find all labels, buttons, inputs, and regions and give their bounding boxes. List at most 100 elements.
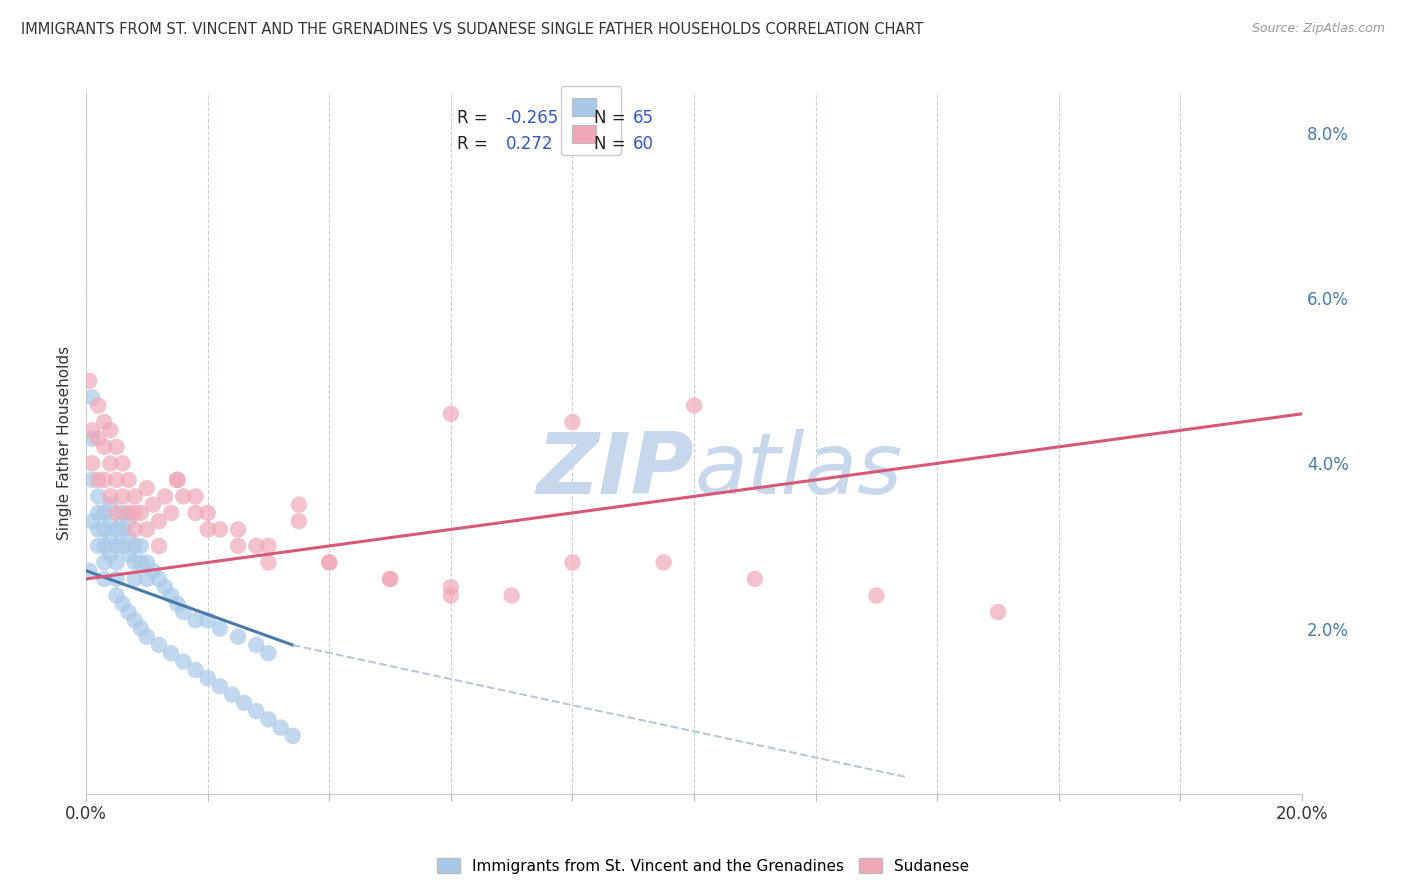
Point bbox=[117, 506, 139, 520]
Legend: Immigrants from St. Vincent and the Grenadines, Sudanese: Immigrants from St. Vincent and the Gren… bbox=[430, 852, 976, 880]
Point bbox=[93, 440, 115, 454]
Point bbox=[87, 523, 110, 537]
Point bbox=[160, 506, 183, 520]
Point bbox=[257, 539, 280, 553]
Text: 65: 65 bbox=[633, 110, 654, 128]
Point bbox=[501, 589, 523, 603]
Point bbox=[111, 597, 134, 611]
Point bbox=[111, 523, 134, 537]
Point bbox=[245, 638, 267, 652]
Point bbox=[105, 589, 128, 603]
Point bbox=[105, 440, 128, 454]
Point bbox=[652, 556, 675, 570]
Point bbox=[100, 547, 122, 561]
Point bbox=[129, 539, 152, 553]
Point bbox=[197, 671, 219, 685]
Point bbox=[318, 556, 340, 570]
Point bbox=[208, 523, 231, 537]
Point bbox=[82, 473, 104, 487]
Point bbox=[166, 473, 188, 487]
Point bbox=[148, 514, 170, 528]
Point bbox=[82, 514, 104, 528]
Point bbox=[987, 605, 1010, 619]
Point bbox=[87, 506, 110, 520]
Point bbox=[111, 456, 134, 470]
Point bbox=[100, 498, 122, 512]
Point bbox=[105, 556, 128, 570]
Point bbox=[208, 622, 231, 636]
Point bbox=[378, 572, 401, 586]
Text: IMMIGRANTS FROM ST. VINCENT AND THE GRENADINES VS SUDANESE SINGLE FATHER HOUSEHO: IMMIGRANTS FROM ST. VINCENT AND THE GREN… bbox=[21, 22, 924, 37]
Point bbox=[166, 473, 188, 487]
Text: N =: N = bbox=[595, 110, 631, 128]
Point bbox=[117, 605, 139, 619]
Point bbox=[87, 539, 110, 553]
Point bbox=[184, 506, 207, 520]
Point bbox=[318, 556, 340, 570]
Point bbox=[281, 729, 304, 743]
Point bbox=[226, 539, 249, 553]
Y-axis label: Single Father Households: Single Father Households bbox=[58, 346, 72, 540]
Point bbox=[111, 539, 134, 553]
Point bbox=[270, 721, 292, 735]
Point bbox=[124, 556, 146, 570]
Point bbox=[100, 531, 122, 545]
Point bbox=[93, 539, 115, 553]
Point bbox=[142, 498, 165, 512]
Point bbox=[117, 514, 139, 528]
Point bbox=[184, 613, 207, 627]
Point bbox=[93, 572, 115, 586]
Point bbox=[87, 489, 110, 503]
Point bbox=[135, 630, 157, 644]
Text: -0.265: -0.265 bbox=[506, 110, 558, 128]
Point bbox=[82, 456, 104, 470]
Point bbox=[378, 572, 401, 586]
Text: 60: 60 bbox=[633, 136, 654, 153]
Point bbox=[82, 390, 104, 404]
Point bbox=[82, 432, 104, 446]
Point bbox=[105, 539, 128, 553]
Point bbox=[148, 572, 170, 586]
Point bbox=[148, 539, 170, 553]
Point bbox=[93, 556, 115, 570]
Point bbox=[440, 589, 463, 603]
Point bbox=[93, 506, 115, 520]
Point bbox=[148, 638, 170, 652]
Point bbox=[257, 646, 280, 660]
Point bbox=[124, 506, 146, 520]
Point bbox=[100, 489, 122, 503]
Point bbox=[160, 589, 183, 603]
Point bbox=[105, 473, 128, 487]
Point bbox=[135, 523, 157, 537]
Point bbox=[100, 514, 122, 528]
Point bbox=[77, 564, 100, 578]
Text: ZIP: ZIP bbox=[536, 429, 695, 512]
Text: N =: N = bbox=[595, 136, 631, 153]
Point bbox=[124, 539, 146, 553]
Point bbox=[172, 605, 194, 619]
Point bbox=[93, 415, 115, 429]
Text: R =: R = bbox=[457, 136, 494, 153]
Point bbox=[135, 556, 157, 570]
Point bbox=[100, 456, 122, 470]
Point bbox=[77, 374, 100, 388]
Point bbox=[135, 572, 157, 586]
Point bbox=[87, 473, 110, 487]
Point bbox=[166, 597, 188, 611]
Point bbox=[440, 580, 463, 594]
Point bbox=[865, 589, 887, 603]
Point bbox=[87, 432, 110, 446]
Text: Source: ZipAtlas.com: Source: ZipAtlas.com bbox=[1251, 22, 1385, 36]
Point bbox=[226, 630, 249, 644]
Point bbox=[142, 564, 165, 578]
Point bbox=[117, 531, 139, 545]
Text: atlas: atlas bbox=[695, 429, 903, 512]
Point bbox=[233, 696, 256, 710]
Point bbox=[683, 399, 706, 413]
Point bbox=[93, 473, 115, 487]
Point bbox=[105, 523, 128, 537]
Point bbox=[129, 556, 152, 570]
Point bbox=[87, 399, 110, 413]
Legend: , : , bbox=[561, 86, 620, 155]
Point bbox=[124, 572, 146, 586]
